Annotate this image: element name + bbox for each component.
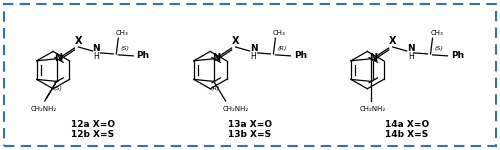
- Text: N: N: [407, 45, 414, 54]
- Text: N: N: [369, 53, 377, 63]
- Text: (R): (R): [278, 45, 287, 51]
- Text: 13a X=O: 13a X=O: [228, 120, 272, 129]
- Text: H: H: [250, 52, 256, 61]
- Text: N: N: [92, 45, 100, 54]
- Text: X: X: [232, 36, 239, 46]
- Text: N: N: [212, 53, 220, 63]
- Text: (R): (R): [210, 86, 220, 91]
- Text: X: X: [75, 36, 82, 46]
- Text: CH₂NH₂: CH₂NH₂: [360, 106, 386, 112]
- Text: 12b X=S: 12b X=S: [72, 130, 114, 139]
- Text: Ph: Ph: [451, 51, 464, 60]
- Text: X: X: [389, 36, 396, 46]
- Text: 14a X=O: 14a X=O: [385, 120, 429, 129]
- Text: CH₂NH₂: CH₂NH₂: [222, 106, 249, 112]
- Text: (S): (S): [53, 86, 62, 91]
- Text: N: N: [250, 45, 258, 54]
- Text: H: H: [94, 52, 100, 61]
- Text: CH₂NH₂: CH₂NH₂: [30, 106, 57, 112]
- Text: CH₃: CH₃: [430, 30, 443, 36]
- Text: Ph: Ph: [136, 51, 149, 60]
- Text: 13b X=S: 13b X=S: [228, 130, 272, 139]
- Text: (S): (S): [120, 45, 130, 51]
- Text: 12a X=O: 12a X=O: [71, 120, 115, 129]
- Text: Ph: Ph: [294, 51, 307, 60]
- Text: H: H: [408, 52, 414, 61]
- Text: (S): (S): [435, 45, 444, 51]
- Text: 14b X=S: 14b X=S: [386, 130, 428, 139]
- Text: N: N: [54, 53, 62, 63]
- Text: CH₃: CH₃: [273, 30, 286, 36]
- Text: CH₃: CH₃: [116, 30, 128, 36]
